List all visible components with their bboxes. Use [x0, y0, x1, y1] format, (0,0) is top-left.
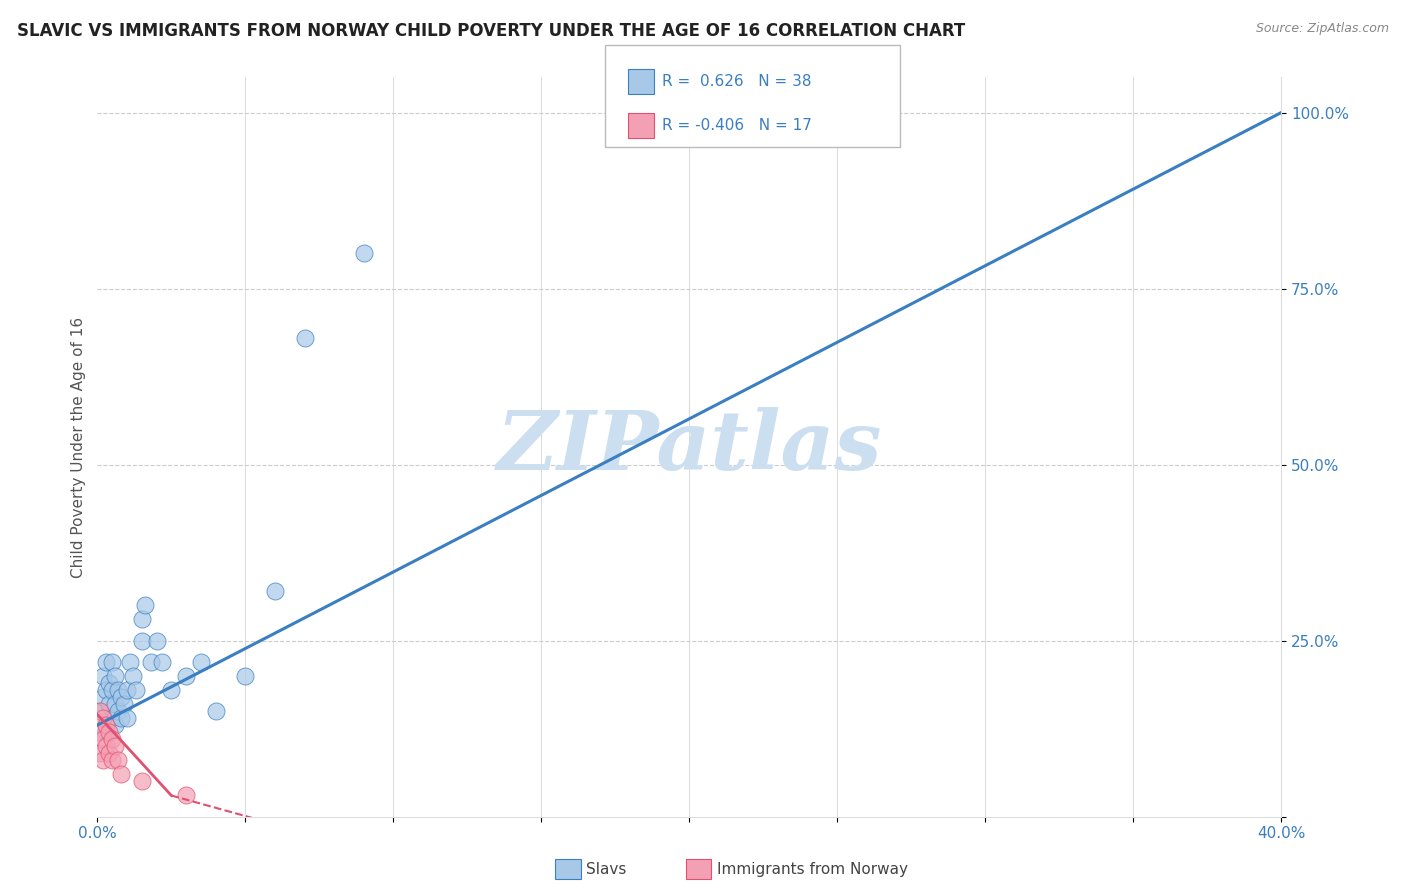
Point — [121, 669, 143, 683]
Point — [96, 739, 118, 754]
Point — [101, 682, 124, 697]
Point — [174, 789, 197, 803]
Point — [91, 732, 114, 747]
Point — [294, 331, 316, 345]
Point — [152, 655, 174, 669]
Point — [98, 725, 121, 739]
Point — [98, 746, 121, 760]
Point — [91, 753, 114, 767]
Point — [118, 655, 141, 669]
Point — [101, 655, 124, 669]
Point — [115, 711, 138, 725]
Point — [104, 718, 127, 732]
Point — [264, 584, 287, 599]
Point — [131, 633, 153, 648]
Point — [112, 697, 135, 711]
Point — [96, 655, 118, 669]
Point — [110, 711, 132, 725]
Text: ZIPatlas: ZIPatlas — [496, 407, 882, 487]
Point — [96, 725, 118, 739]
Text: SLAVIC VS IMMIGRANTS FROM NORWAY CHILD POVERTY UNDER THE AGE OF 16 CORRELATION C: SLAVIC VS IMMIGRANTS FROM NORWAY CHILD P… — [17, 22, 965, 40]
Y-axis label: Child Poverty Under the Age of 16: Child Poverty Under the Age of 16 — [72, 317, 86, 578]
Point — [104, 669, 127, 683]
Point — [110, 690, 132, 704]
Point — [101, 753, 124, 767]
Point — [91, 711, 114, 725]
Point — [98, 697, 121, 711]
Point — [134, 599, 156, 613]
Point — [353, 246, 375, 260]
Point — [89, 746, 111, 760]
Point — [89, 704, 111, 718]
Point — [89, 725, 111, 739]
Point — [174, 669, 197, 683]
Point — [204, 704, 226, 718]
Point — [107, 682, 129, 697]
Point — [91, 669, 114, 683]
Point — [107, 704, 129, 718]
Point — [91, 690, 114, 704]
Point — [131, 612, 153, 626]
Point — [160, 682, 183, 697]
Text: Source: ZipAtlas.com: Source: ZipAtlas.com — [1256, 22, 1389, 36]
Point — [190, 655, 212, 669]
Point — [115, 682, 138, 697]
Text: R = -0.406   N = 17: R = -0.406 N = 17 — [662, 119, 813, 134]
Point — [98, 676, 121, 690]
Point — [107, 753, 129, 767]
Point — [139, 655, 162, 669]
Text: Immigrants from Norway: Immigrants from Norway — [717, 863, 908, 877]
Point — [131, 774, 153, 789]
Point — [125, 682, 148, 697]
Point — [110, 767, 132, 781]
Point — [145, 633, 167, 648]
Point — [104, 739, 127, 754]
Point — [104, 697, 127, 711]
Text: Slavs: Slavs — [586, 863, 627, 877]
Point — [96, 682, 118, 697]
Point — [96, 718, 118, 732]
Point — [101, 732, 124, 747]
Text: R =  0.626   N = 38: R = 0.626 N = 38 — [662, 74, 811, 89]
Point — [101, 711, 124, 725]
Point — [89, 704, 111, 718]
Point — [233, 669, 256, 683]
